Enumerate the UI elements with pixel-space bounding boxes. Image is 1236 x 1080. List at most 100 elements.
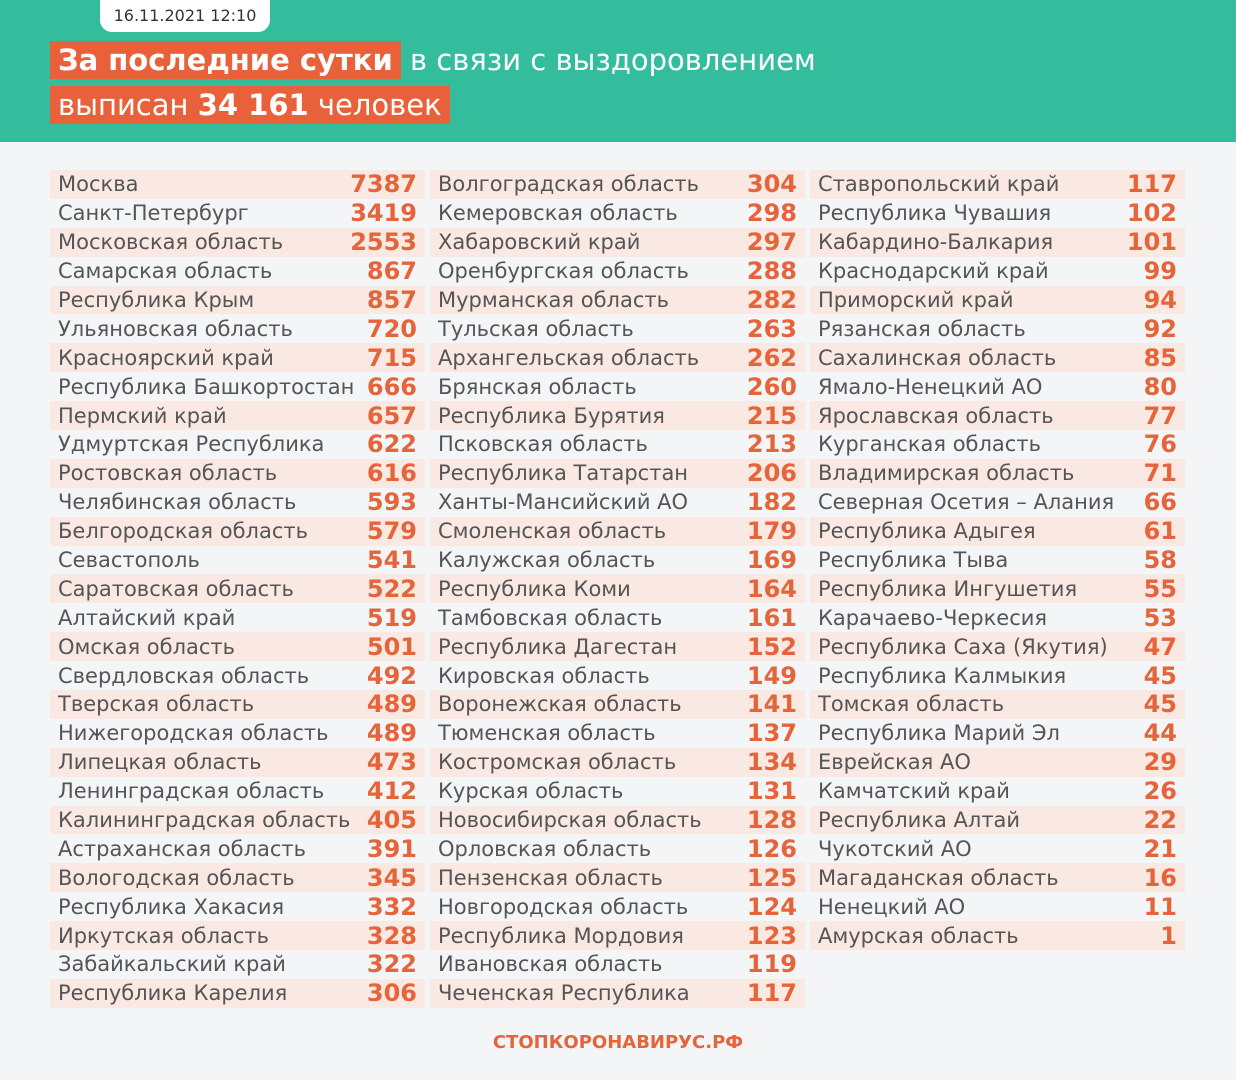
region-name: Москва <box>58 172 139 197</box>
recovered-count: 206 <box>746 459 797 488</box>
recovered-count: 149 <box>746 661 797 690</box>
recovered-count: 489 <box>366 719 417 748</box>
title-rest: в связи с выздоровлением <box>410 43 816 77</box>
region-name: Ханты-Мансийский АО <box>438 490 689 515</box>
table-row: Орловская область 126 <box>430 834 805 863</box>
region-name: Ярославская область <box>818 403 1054 428</box>
recovered-count: 29 <box>1143 748 1177 777</box>
recovered-count: 501 <box>366 632 417 661</box>
recovered-count: 94 <box>1143 286 1177 314</box>
recovered-count: 124 <box>746 892 797 921</box>
region-name: Курская область <box>438 779 624 804</box>
table-row: Чукотский АО 21 <box>810 834 1185 863</box>
recovered-count: 16 <box>1143 863 1177 892</box>
table-row: Республика Мордовия 123 <box>430 921 805 951</box>
region-name: Республика Крым <box>58 288 255 312</box>
recovered-count: 26 <box>1143 777 1177 806</box>
region-name: Ростовская область <box>58 461 278 486</box>
region-name: Еврейская АО <box>818 750 971 775</box>
table-row: Курганская область 76 <box>810 430 1185 459</box>
recovered-count: 45 <box>1143 690 1177 719</box>
region-name: Сахалинская область <box>818 345 1057 370</box>
recovered-count: 391 <box>366 834 417 863</box>
table-row: Краснодарский край 99 <box>810 257 1185 286</box>
table-row: Саратовская область 522 <box>50 574 425 604</box>
table-row: Карачаево-Черкесия 53 <box>810 603 1185 632</box>
table-column: Москва 7387 Санкт-Петербург 3419 Московская … <box>50 170 425 1008</box>
table-row: Ленинградская область 412 <box>50 777 425 806</box>
recovered-count: 282 <box>746 286 797 314</box>
table-row: Республика Татарстан 206 <box>430 458 805 488</box>
table-row: Ямало-Ненецкий АО 80 <box>810 372 1185 401</box>
table-row: Магаданская область 16 <box>810 863 1185 893</box>
recovered-count: 182 <box>746 488 797 517</box>
recovered-count: 77 <box>1143 401 1177 430</box>
table-row: Московская область 2553 <box>50 227 425 257</box>
recovered-count: 66 <box>1143 488 1177 517</box>
table-row: Республика Карелия 306 <box>50 978 425 1008</box>
region-name: Калужская область <box>438 548 656 573</box>
table-row: Республика Саха (Якутия) 47 <box>810 632 1185 662</box>
recovered-count: 125 <box>746 863 797 892</box>
table-row: Удмуртская Республика 622 <box>50 430 425 459</box>
recovered-count: 3419 <box>350 199 417 228</box>
recovered-count: 593 <box>366 488 417 517</box>
region-name: Республика Саха (Якутия) <box>818 634 1108 659</box>
table-row: Новгородская область 124 <box>430 892 805 921</box>
table-row: Оренбургская область 288 <box>430 257 805 286</box>
recovered-count: 297 <box>746 228 797 257</box>
table-row: Сахалинская область 85 <box>810 343 1185 373</box>
region-name: Ямало-Ненецкий АО <box>818 374 1043 399</box>
table-row: Мурманская область 282 <box>430 285 805 315</box>
recovered-count: 622 <box>366 430 417 459</box>
region-name: Вологодская область <box>58 865 295 890</box>
table-row: Свердловская область 492 <box>50 661 425 690</box>
region-name: Республика Коми <box>438 576 631 601</box>
region-name: Архангельская область <box>438 345 700 370</box>
region-name: Кабардино-Балкария <box>818 230 1054 255</box>
recovered-count: 213 <box>746 430 797 459</box>
table-row: Республика Бурятия 215 <box>430 401 805 431</box>
recovered-count: 345 <box>366 863 417 892</box>
region-name: Хабаровский край <box>438 230 641 255</box>
table-row: Иркутская область 328 <box>50 921 425 951</box>
table-row: Республика Адыгея 61 <box>810 516 1185 546</box>
table-row: Смоленская область 179 <box>430 516 805 546</box>
region-name: Магаданская область <box>818 865 1059 890</box>
table-row: Нижегородская область 489 <box>50 719 425 748</box>
recovered-count: 169 <box>746 546 797 575</box>
region-name: Курганская область <box>818 432 1041 457</box>
footer-logo: СТОПКОРОНАВИРУС.РФ <box>492 1032 744 1053</box>
region-name: Республика Чувашия <box>818 201 1052 226</box>
table-row: Севастополь 541 <box>50 546 425 575</box>
table-row: Приморский край 94 <box>810 285 1185 315</box>
region-name: Мурманская область <box>438 288 669 312</box>
table-row: Республика Хакасия 332 <box>50 892 425 921</box>
table-row: Белгородская область 579 <box>50 516 425 546</box>
recovered-count: 53 <box>1143 603 1177 632</box>
recovered-count: 867 <box>366 257 417 286</box>
table-row: Тверская область 489 <box>50 690 425 719</box>
recovered-count: 2553 <box>350 228 417 257</box>
table-row: Ярославская область 77 <box>810 401 1185 431</box>
recovered-count: 11 <box>1143 892 1177 921</box>
region-name: Кировская область <box>438 663 650 688</box>
table-row: Алтайский край 519 <box>50 603 425 632</box>
table-row: Республика Крым 857 <box>50 285 425 315</box>
region-name: Карачаево-Черкесия <box>818 605 1048 630</box>
recovered-count: 61 <box>1143 517 1177 546</box>
region-name: Чеченская Республика <box>438 981 690 1006</box>
table-row: Хабаровский край 297 <box>430 227 805 257</box>
table-row: Камчатский край 26 <box>810 777 1185 806</box>
region-name: Республика Калмыкия <box>818 663 1067 688</box>
recovered-count: 1 <box>1160 921 1177 950</box>
table-row: Вологодская область 345 <box>50 863 425 893</box>
table-row: Ивановская область 119 <box>430 950 805 979</box>
region-name: Удмуртская Республика <box>58 432 325 457</box>
table-row: Кабардино-Балкария 101 <box>810 227 1185 257</box>
region-name: Волгоградская область <box>438 172 699 197</box>
recovered-count: 473 <box>366 748 417 777</box>
total: 34 161 <box>197 88 309 122</box>
region-name: Республика Дагестан <box>438 634 678 659</box>
recovered-count: 85 <box>1143 343 1177 372</box>
